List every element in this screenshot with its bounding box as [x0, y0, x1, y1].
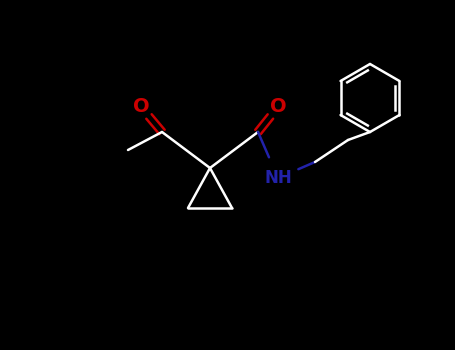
Text: O: O: [133, 98, 149, 117]
Text: NH: NH: [264, 169, 292, 187]
Text: O: O: [270, 98, 286, 117]
